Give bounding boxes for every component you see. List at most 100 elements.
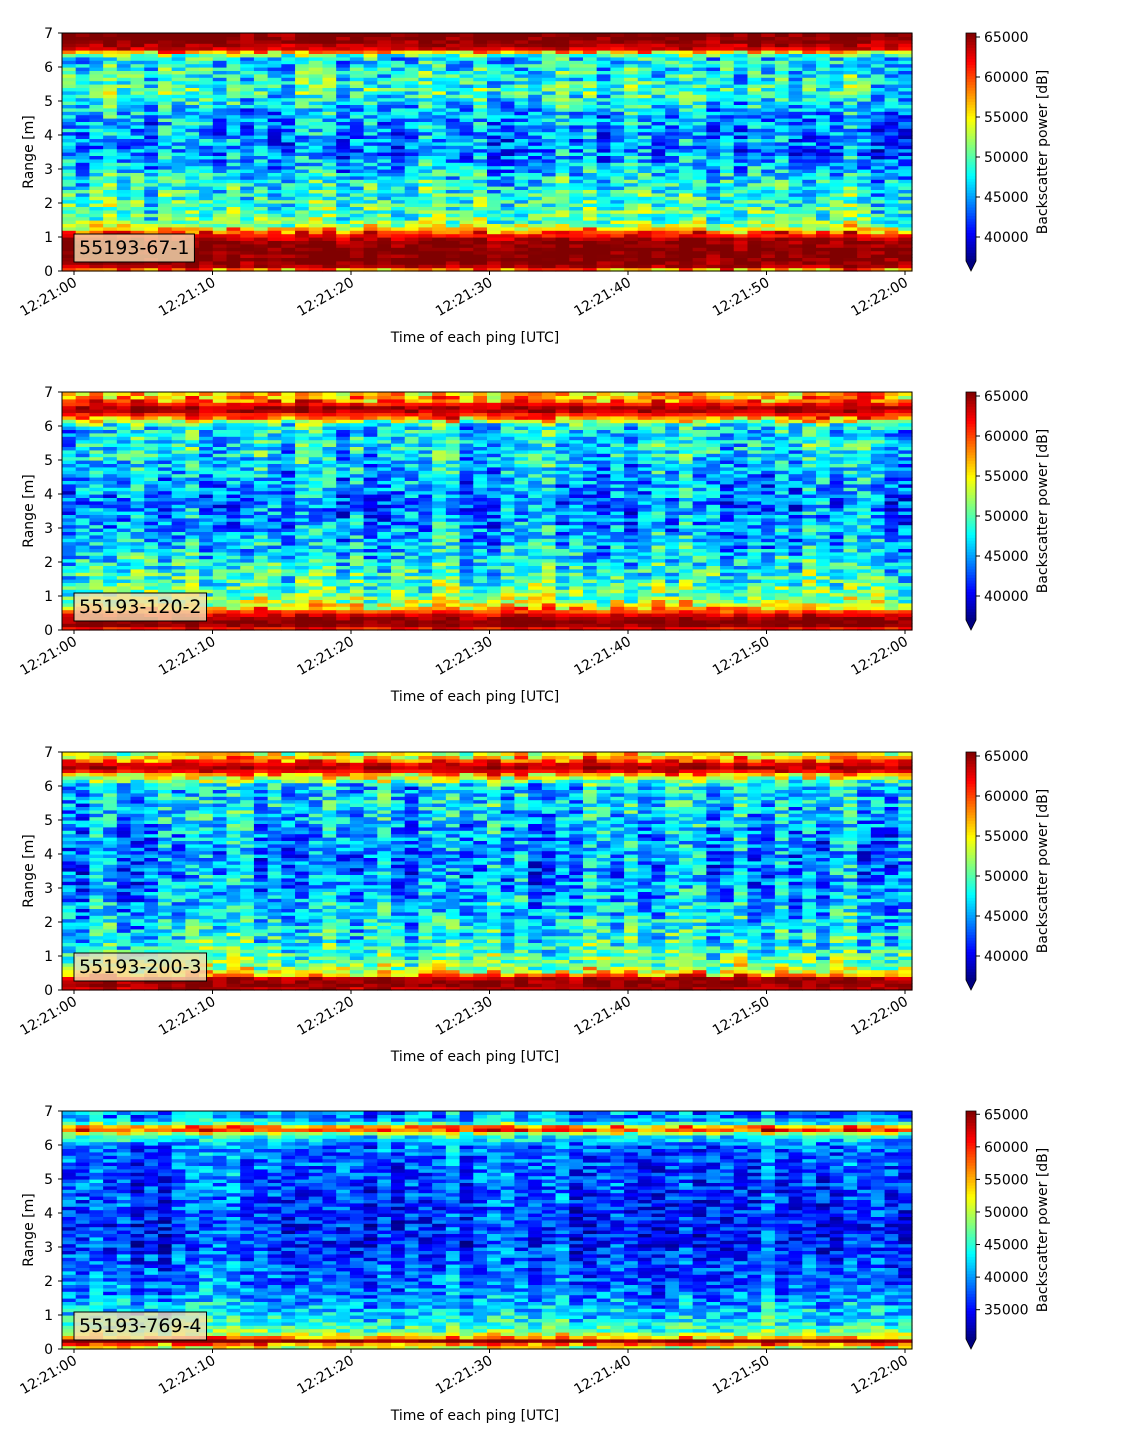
heatmap-cell <box>308 206 324 211</box>
heatmap-cell <box>336 240 351 245</box>
heatmap-cell <box>199 135 214 139</box>
heatmap-cell <box>473 260 488 265</box>
heatmap-cell <box>349 237 365 241</box>
heatmap-cell <box>459 240 474 245</box>
heatmap-cell <box>418 131 433 136</box>
heatmap-cell <box>116 419 132 424</box>
heatmap-cell <box>843 158 858 163</box>
heatmap-cell <box>212 138 228 143</box>
heatmap-cell <box>130 73 145 78</box>
heatmap-cell <box>212 128 228 133</box>
heatmap-cell <box>185 124 200 129</box>
heatmap-cell <box>75 152 91 156</box>
heatmap-cell <box>103 172 118 177</box>
heatmap-cell <box>157 60 173 65</box>
heatmap-cell <box>637 175 653 180</box>
heatmap-cell <box>651 250 666 255</box>
heatmap-cell <box>487 121 502 126</box>
heatmap-cell <box>829 264 845 269</box>
heatmap-cell <box>733 158 749 163</box>
heatmap-cell <box>459 220 474 224</box>
heatmap-cell <box>240 114 255 119</box>
heatmap-cell <box>171 155 186 160</box>
heatmap-cell <box>171 230 186 235</box>
heatmap-cell <box>774 175 790 180</box>
heatmap-cell <box>295 206 310 211</box>
heatmap-cell <box>582 182 598 187</box>
heatmap-cell <box>295 128 310 133</box>
heatmap-cell <box>733 233 749 238</box>
heatmap-cell <box>377 230 392 235</box>
heatmap-cell <box>487 179 502 184</box>
heatmap-cell <box>226 237 241 241</box>
heatmap-cell <box>377 80 392 85</box>
heatmap-cell <box>103 209 118 214</box>
heatmap-cell <box>267 189 282 194</box>
heatmap-cell <box>774 243 790 248</box>
heatmap-cell <box>555 141 570 146</box>
heatmap-cell <box>582 165 598 170</box>
heatmap-cell <box>240 182 255 187</box>
heatmap-cell <box>185 179 200 184</box>
heatmap-cell <box>487 169 502 173</box>
heatmap-cell <box>185 223 200 228</box>
heatmap-cell <box>171 152 186 156</box>
heatmap-cell <box>445 216 461 221</box>
heatmap-cell <box>500 172 516 177</box>
heatmap-cell <box>363 237 378 241</box>
heatmap-cell <box>404 226 420 231</box>
heatmap-cell <box>212 90 228 95</box>
heatmap-cell <box>432 124 447 129</box>
heatmap-cell <box>884 264 899 269</box>
heatmap-cell <box>171 77 186 82</box>
heatmap-cell <box>692 192 707 197</box>
heatmap-cell <box>116 203 132 207</box>
heatmap-cell <box>555 216 570 221</box>
heatmap-cell <box>514 230 529 235</box>
heatmap-cell <box>445 230 461 235</box>
heatmap-cell <box>171 213 186 218</box>
heatmap-cell <box>555 158 570 163</box>
heatmap-cell <box>212 209 228 214</box>
heatmap-cell <box>541 243 557 248</box>
heatmap-cell <box>62 94 77 99</box>
heatmap-cell <box>582 243 598 248</box>
heatmap-cell <box>665 226 680 231</box>
heatmap-cell <box>199 155 214 160</box>
heatmap-cell <box>89 267 104 272</box>
heatmap-cell <box>816 192 831 197</box>
heatmap-cell <box>582 158 598 163</box>
heatmap-cell <box>116 230 132 235</box>
heatmap-cell <box>226 118 241 122</box>
heatmap-cell <box>706 175 721 180</box>
heatmap-cell <box>89 152 104 156</box>
heatmap-cell <box>843 243 858 248</box>
heatmap-cell <box>898 165 913 170</box>
heatmap-cell <box>473 94 488 99</box>
heatmap-cell <box>514 209 529 214</box>
heatmap-cell <box>500 213 516 218</box>
heatmap-cell <box>692 131 707 136</box>
heatmap-cell <box>857 182 872 187</box>
heatmap-cell <box>363 138 378 143</box>
heatmap-cell <box>89 209 104 214</box>
heatmap-cell <box>541 250 557 255</box>
heatmap-cell <box>62 250 77 255</box>
heatmap-cell <box>500 53 516 58</box>
heatmap-cell <box>116 80 132 85</box>
heatmap-cell <box>62 90 77 95</box>
heatmap-cell <box>226 111 241 116</box>
heatmap-cell <box>322 111 337 116</box>
heatmap-cell <box>391 226 406 231</box>
heatmap-cell <box>500 209 516 214</box>
heatmap-cell <box>199 60 214 65</box>
heatmap-cell <box>157 189 173 194</box>
heatmap-cell <box>363 50 378 54</box>
heatmap-cell <box>240 240 255 245</box>
heatmap-cell <box>185 158 200 163</box>
heatmap-cell <box>541 264 557 269</box>
heatmap-cell <box>336 182 351 187</box>
heatmap-cell <box>391 247 406 252</box>
heatmap-cell <box>678 158 694 163</box>
heatmap-cell <box>404 145 420 150</box>
